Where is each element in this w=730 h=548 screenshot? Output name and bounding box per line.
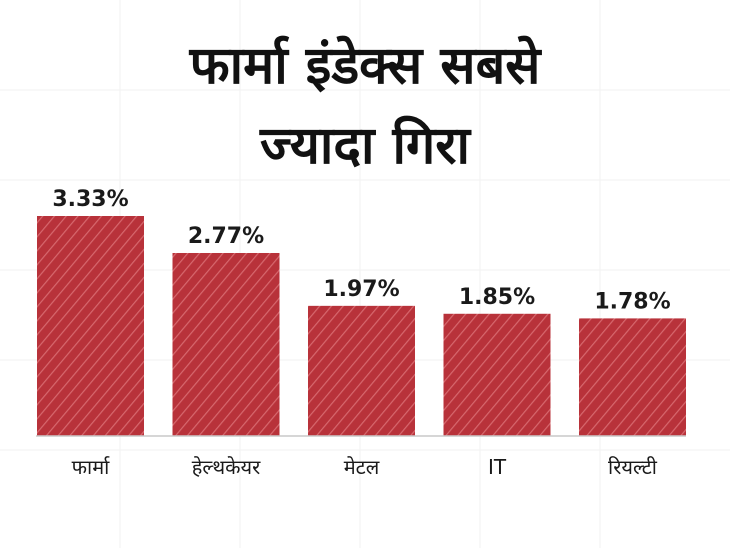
chart-title-line-1: फार्मा इंडेक्स सबसे: [189, 36, 541, 96]
category-label: फार्मा: [72, 455, 111, 479]
category-label: मेटल: [344, 455, 380, 479]
value-label: 1.85%: [459, 285, 535, 310]
value-label: 1.97%: [323, 277, 399, 302]
bar: [37, 216, 144, 436]
value-label: 2.77%: [188, 224, 264, 249]
category-label: हेल्थकेयर: [192, 455, 261, 479]
value-labels: 3.33% 2.77% 1.97% 1.85% 1.78%: [52, 187, 670, 314]
bar: [172, 252, 280, 436]
bar: [308, 305, 415, 436]
bars: [37, 216, 686, 436]
category-labels: फार्मा हेल्थकेयर मेटल IT रियल्टी: [72, 455, 658, 479]
bar: [443, 313, 551, 436]
category-label: IT: [488, 455, 507, 479]
value-label: 3.33%: [52, 187, 128, 212]
category-label: रियल्टी: [608, 455, 658, 479]
value-label: 1.78%: [594, 289, 670, 314]
bar: [579, 318, 686, 436]
chart-title-line-2: ज्यादा गिरा: [259, 116, 471, 176]
